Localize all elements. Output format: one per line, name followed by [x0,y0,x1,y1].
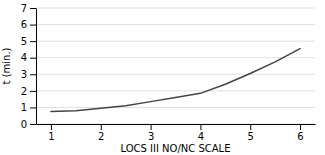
axis-line [37,124,316,125]
grid-line [36,107,315,108]
tick-label: 5 [248,131,254,142]
tick: 5 [21,36,36,47]
tick: 5 [248,124,254,142]
tick-label: 1 [48,131,54,142]
tick: 3 [148,124,154,142]
chart-svg: 1 2 3 4 5 6 0 1 2 3 4 5 6 7 LOCS III NO/NC SCALE t (min… [0,0,325,155]
tick-label: 6 [297,131,303,142]
tick-label: 6 [21,19,27,30]
grid-line [36,24,315,25]
tick-mark [30,41,36,42]
chart-container: 1 2 3 4 5 6 0 1 2 3 4 5 6 7 LOCS III NO/NC SCALE t (min… [0,0,325,155]
tick: 0 [21,119,36,130]
tick-mark [30,91,36,92]
grid-line [36,90,315,91]
tick-label: 5 [21,36,27,47]
grid [36,8,315,124]
tick-mark [250,124,251,130]
grid-line [36,57,315,58]
tick-label: 2 [98,131,104,142]
plot-area [51,49,300,112]
tick-label: 1 [21,102,27,113]
grid-line [36,74,315,75]
grid-line [36,41,315,42]
grid-line [36,8,315,9]
axis-line [36,9,37,125]
tick-label: 0 [21,119,27,130]
tick-label: 4 [198,131,204,142]
x-axis-title: LOCS III NO/NC SCALE [120,143,230,154]
tick: 7 [21,3,36,14]
tick: 2 [98,124,104,142]
y-axis-title: t (min.) [1,47,12,84]
tick-mark [200,124,201,130]
y-axis: 0 1 2 3 4 5 6 7 [21,3,37,130]
tick-label: 3 [21,69,27,80]
tick: 3 [21,69,36,80]
tick-mark [30,107,36,108]
tick-mark [151,124,152,130]
tick: 1 [21,102,36,113]
tick-label: 7 [21,3,27,14]
tick: 2 [21,86,36,97]
tick: 6 [297,124,303,142]
tick-mark [101,124,102,130]
grid-line [36,124,315,125]
tick-mark [51,124,52,130]
tick-mark [30,74,36,75]
tick-mark [300,124,301,130]
x-axis: 1 2 3 4 5 6 [37,124,316,142]
tick-mark [30,58,36,59]
tick: 1 [48,124,54,142]
tick-label: 2 [21,86,27,97]
tick: 4 [21,52,36,63]
tick: 4 [198,124,204,142]
tick-label: 4 [21,52,27,63]
data-line [51,49,300,112]
tick-mark [30,124,36,125]
tick-label: 3 [148,131,154,142]
tick: 6 [21,19,36,30]
tick-mark [30,8,36,9]
tick-mark [30,25,36,26]
